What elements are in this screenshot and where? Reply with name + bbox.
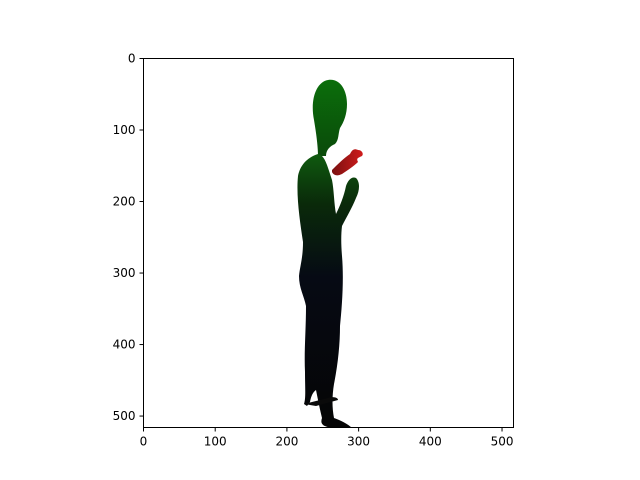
person-silhouette [297,79,363,428]
person-head [312,79,347,156]
x-tick-label: 500 [491,435,514,449]
y-tick-label: 400 [113,338,136,352]
y-tick-label: 300 [113,266,136,280]
image-area [143,58,514,428]
person-body [297,154,359,428]
person-raised-hand [332,149,363,176]
axes-frame [143,58,514,428]
y-axis: 0 100 200 300 400 500 [113,52,144,423]
x-axis: 0 100 200 300 400 500 [140,427,514,449]
y-tick-label: 500 [113,409,136,423]
x-tick-label: 0 [140,435,148,449]
y-tick-label: 0 [128,52,136,66]
x-tick-label: 400 [419,435,442,449]
x-tick-label: 300 [347,435,370,449]
person-back-foot [304,397,338,406]
y-tick-label: 200 [113,195,136,209]
y-tick-label: 100 [113,123,136,137]
x-tick-label: 100 [204,435,227,449]
x-tick-label: 200 [275,435,298,449]
